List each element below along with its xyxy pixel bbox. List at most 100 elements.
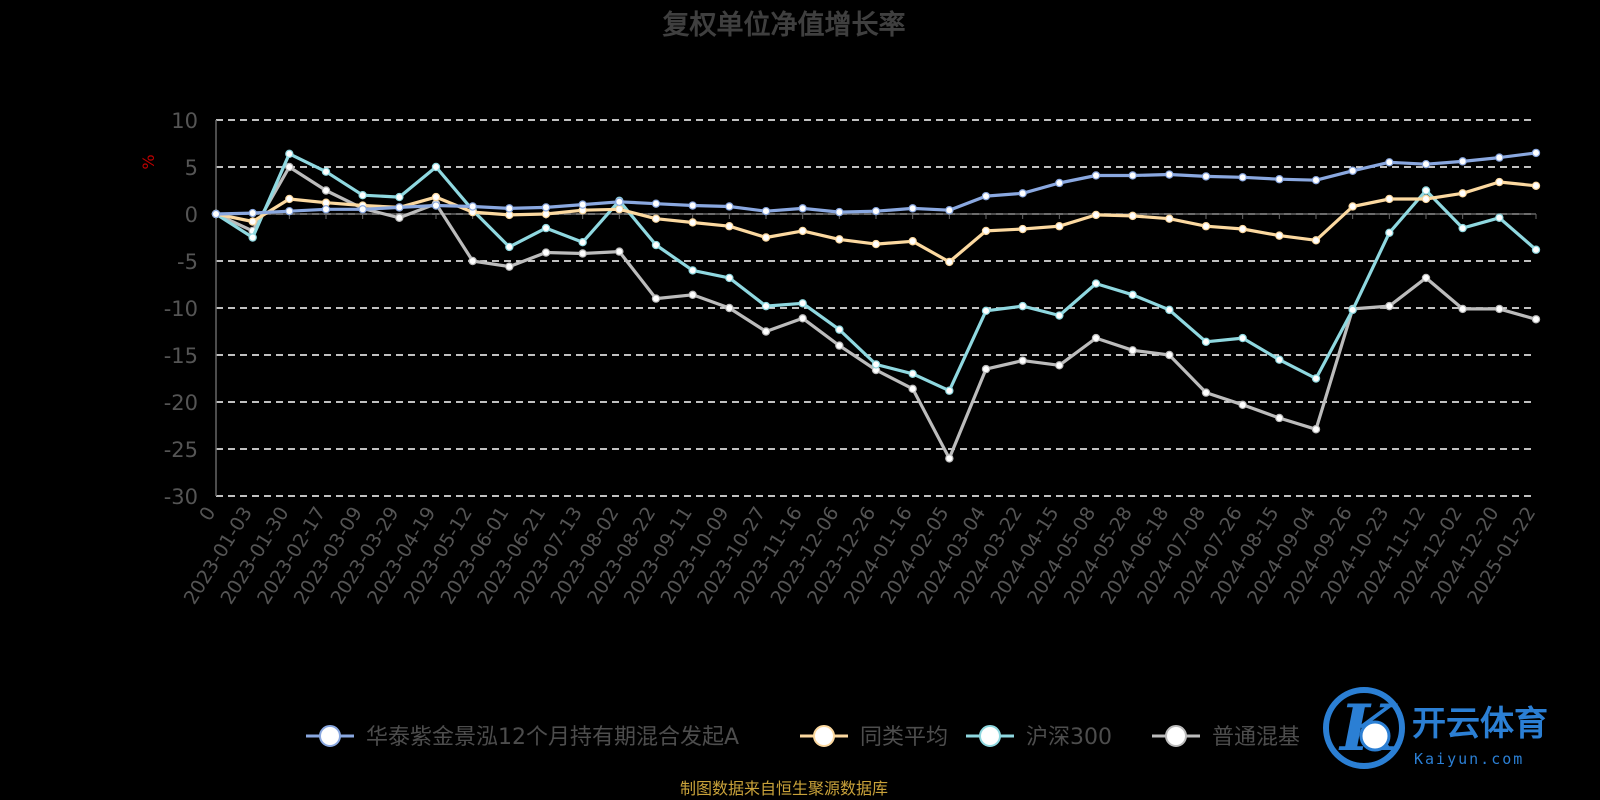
- data-point: [981, 226, 991, 236]
- data-point: [1165, 305, 1174, 315]
- data-point: [688, 290, 697, 300]
- data-point: [1055, 178, 1064, 188]
- data-point: [285, 149, 294, 159]
- data-point: [1128, 346, 1137, 355]
- legend-marker: [813, 725, 835, 747]
- data-point: [395, 213, 404, 222]
- data-point: [1165, 214, 1174, 223]
- y-tick-label: -20: [164, 391, 198, 415]
- y-tick-label: -10: [164, 297, 198, 321]
- data-point: [725, 303, 734, 313]
- data-point: [578, 249, 587, 258]
- x-tick-label: 0: [195, 503, 220, 525]
- data-point: [1311, 236, 1321, 245]
- y-tick-label: 10: [171, 109, 198, 133]
- data-point: [431, 162, 441, 172]
- data-point: [248, 217, 257, 226]
- data-point: [431, 192, 441, 202]
- data-point: [1531, 181, 1541, 190]
- data-point: [395, 192, 404, 202]
- data-point: [761, 233, 771, 242]
- data-point: [1385, 194, 1394, 204]
- series-line-1: [215, 180, 1537, 264]
- source-note: 制图数据来自恒生聚源数据库: [680, 779, 888, 798]
- data-point: [1348, 305, 1357, 315]
- data-point: [541, 248, 551, 257]
- legend-label: 普通混基: [1212, 725, 1300, 750]
- soccer-ball-icon: [1359, 720, 1391, 752]
- data-point: [651, 214, 661, 223]
- data-point: [871, 206, 881, 216]
- legend: 华泰紫金景泓12个月持有期混合发起A 同类平均 沪深300 普通混基: [306, 725, 1300, 750]
- data-point: [1128, 211, 1137, 221]
- data-point: [1495, 304, 1504, 314]
- data-point: [1201, 172, 1211, 181]
- data-point: [578, 200, 587, 209]
- data-point: [1348, 202, 1357, 211]
- data-point: [505, 242, 514, 252]
- data-point: [1495, 213, 1504, 222]
- data-point: [615, 205, 624, 214]
- data-point: [688, 218, 697, 227]
- data-point: [1458, 189, 1467, 198]
- data-point: [798, 226, 807, 236]
- data-point: [1495, 153, 1504, 162]
- data-point: [945, 257, 954, 267]
- data-point: [908, 237, 917, 246]
- data-point: [1275, 413, 1284, 423]
- data-point: [1055, 222, 1064, 231]
- data-point: [285, 162, 294, 172]
- data-point: [321, 205, 331, 214]
- legend-item-3[interactable]: 普通混基: [1152, 725, 1300, 750]
- data-point: [248, 233, 257, 242]
- series-lines: [211, 148, 1541, 463]
- data-point: [1201, 222, 1211, 231]
- data-point: [651, 294, 661, 303]
- data-point: [1091, 171, 1101, 180]
- data-point: [798, 299, 807, 308]
- legend-item-0[interactable]: 华泰紫金景泓12个月持有期混合发起A: [306, 725, 739, 750]
- data-point: [725, 222, 734, 231]
- data-point: [688, 201, 697, 210]
- data-point: [1385, 228, 1394, 237]
- data-point: [1238, 224, 1247, 234]
- legend-marker: [979, 725, 1001, 747]
- data-point: [981, 191, 991, 201]
- data-point: [1018, 356, 1027, 365]
- data-point: [211, 209, 221, 219]
- legend-item-1[interactable]: 同类平均: [800, 725, 948, 750]
- legend-item-2[interactable]: 沪深300: [966, 725, 1112, 750]
- y-tick-label: 5: [185, 156, 198, 180]
- data-point: [321, 186, 331, 195]
- y-axis-unit-label: %: [139, 154, 158, 169]
- y-tick-label: -30: [164, 485, 198, 509]
- data-point: [321, 167, 331, 176]
- data-point: [798, 314, 807, 323]
- data-point: [1348, 166, 1357, 175]
- legend-label: 沪深300: [1026, 725, 1112, 750]
- grid-lines: [216, 119, 1536, 497]
- data-point: [1165, 350, 1174, 360]
- data-point: [1531, 315, 1541, 324]
- data-point: [835, 207, 844, 217]
- data-point: [358, 205, 367, 214]
- data-point: [1018, 189, 1027, 198]
- data-point: [1531, 148, 1541, 158]
- data-point: [541, 223, 551, 233]
- legend-marker: [1165, 725, 1187, 747]
- data-point: [1091, 279, 1101, 288]
- data-point: [871, 239, 881, 249]
- data-point: [835, 235, 844, 244]
- data-point: [651, 240, 661, 250]
- data-point: [431, 201, 441, 210]
- data-point: [1458, 304, 1467, 314]
- axes: 1050-5-10-15-20-25-3002023-01-032023-01-…: [164, 109, 1541, 608]
- data-point: [1201, 388, 1211, 397]
- data-point: [651, 199, 661, 208]
- data-point: [1128, 171, 1137, 180]
- data-point: [248, 208, 257, 218]
- data-point: [615, 247, 624, 256]
- data-point: [1091, 333, 1101, 343]
- data-point: [1128, 290, 1137, 300]
